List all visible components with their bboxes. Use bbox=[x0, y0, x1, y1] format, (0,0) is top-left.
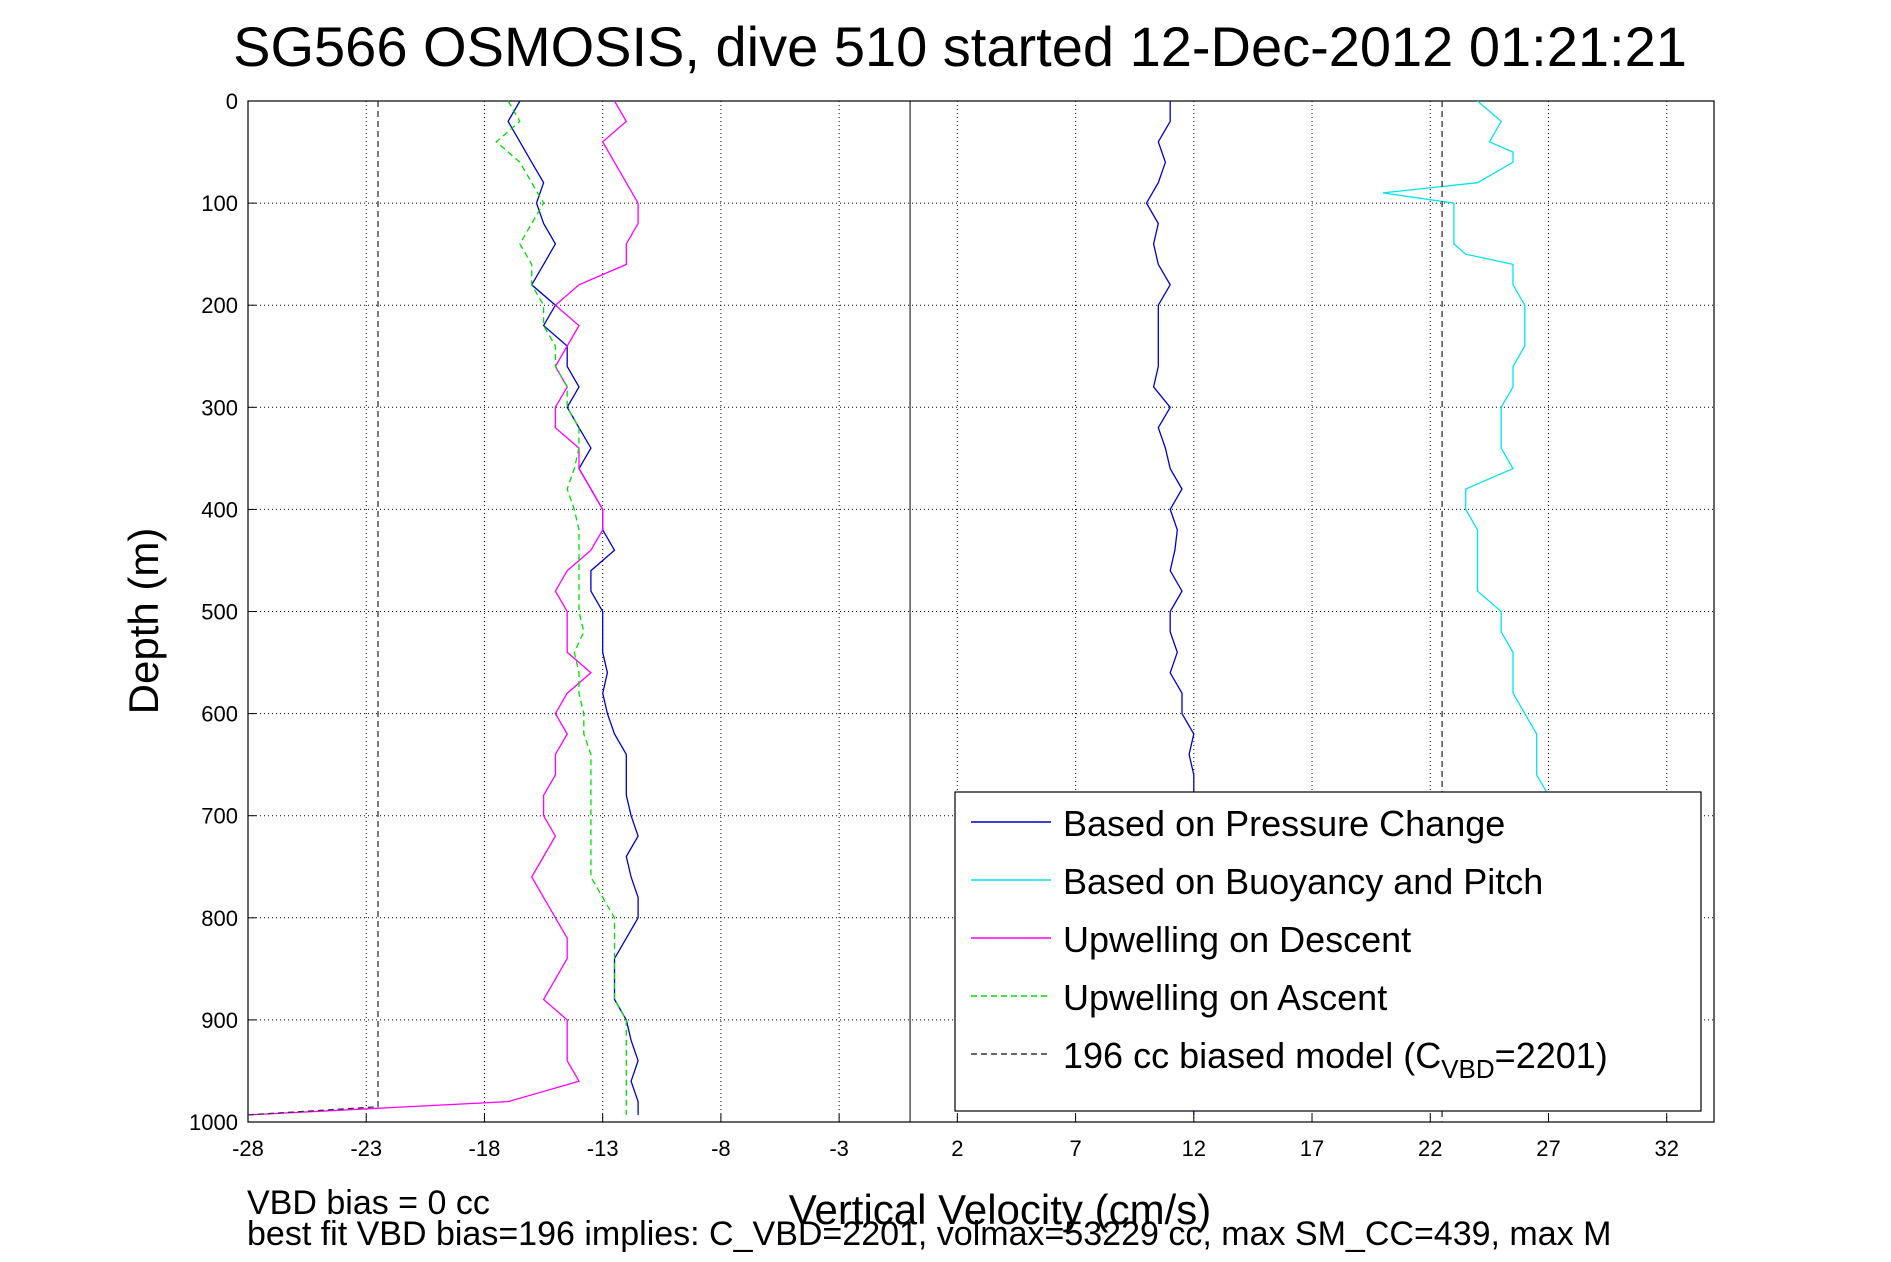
y-tick-label: 800 bbox=[201, 906, 238, 931]
legend-label: Upwelling on Descent bbox=[1063, 919, 1411, 960]
tick-labels: -28 -23 -18 -13 -8 -3 2 7 12 17 22 27 32010020030040… bbox=[189, 89, 1679, 1161]
series-line-4 bbox=[247, 101, 379, 1116]
y-tick-label: 200 bbox=[201, 293, 238, 318]
x-tick-label: -8 bbox=[711, 1136, 731, 1161]
legend-label-subscript: VBD bbox=[1441, 1054, 1494, 1084]
legend-label: Based on Pressure Change bbox=[1063, 803, 1505, 844]
y-tick-label: 0 bbox=[226, 89, 238, 114]
x-tick-label: 32 bbox=[1654, 1136, 1678, 1161]
legend: Based on Pressure Change Based on Buoyanc… bbox=[954, 791, 1702, 1112]
y-tick-label: 100 bbox=[201, 191, 238, 216]
legend-label-text: Upwelling on Descent bbox=[1063, 919, 1411, 960]
axes bbox=[247, 100, 1715, 1123]
x-tick-label: 7 bbox=[1069, 1136, 1081, 1161]
x-tick-label: -23 bbox=[350, 1136, 382, 1161]
x-tick-label: 2 bbox=[951, 1136, 963, 1161]
series-line-3 bbox=[495, 100, 627, 1115]
best-fit-annotation: best fit VBD bias=196 implies: C_VBD=220… bbox=[247, 1215, 1611, 1253]
y-tick-label: 400 bbox=[201, 497, 238, 522]
x-tick-label: 27 bbox=[1536, 1136, 1560, 1161]
y-tick-label: 1000 bbox=[189, 1110, 238, 1135]
x-tick-label: 12 bbox=[1182, 1136, 1206, 1161]
legend-label-text: Upwelling on Ascent bbox=[1063, 977, 1387, 1018]
legend-label-text: 196 cc biased model (C bbox=[1063, 1035, 1441, 1076]
y-tick-label: 600 bbox=[201, 702, 238, 727]
legend-label-suffix: =2201) bbox=[1495, 1035, 1608, 1076]
chart-title: SG566 OSMOSIS, dive 510 started 12-Dec-2… bbox=[233, 15, 1687, 78]
legend-box bbox=[954, 791, 1702, 1112]
y-axis-label: Depth (m) bbox=[120, 528, 167, 715]
legend-label-text: Based on Buoyancy and Pitch bbox=[1063, 861, 1543, 902]
x-tick-label: -18 bbox=[469, 1136, 501, 1161]
legend-label: Based on Buoyancy and Pitch bbox=[1063, 861, 1543, 902]
y-tick-label: 900 bbox=[201, 1008, 238, 1033]
y-tick-label: 300 bbox=[201, 395, 238, 420]
y-tick-label: 500 bbox=[201, 600, 238, 625]
series-lines bbox=[247, 100, 1550, 1122]
series-line-2 bbox=[247, 100, 639, 1116]
vbd-bias-annotation: VBD bias = 0 cc bbox=[247, 1184, 490, 1222]
legend-label: 196 cc biased model (CVBD=2201) bbox=[1063, 1035, 1608, 1084]
x-tick-label: -13 bbox=[587, 1136, 619, 1161]
series-line-1 bbox=[1382, 100, 1550, 796]
legend-label-text: Based on Pressure Change bbox=[1063, 803, 1505, 844]
x-axis-label: Vertical Velocity (cm/s) bbox=[789, 1186, 1211, 1233]
x-tick-label: 17 bbox=[1300, 1136, 1324, 1161]
x-tick-label: -3 bbox=[829, 1136, 849, 1161]
plot-frame bbox=[247, 100, 1715, 1123]
x-tick-label: -28 bbox=[232, 1136, 264, 1161]
x-tick-label: 22 bbox=[1418, 1136, 1442, 1161]
legend-label: Upwelling on Ascent bbox=[1063, 977, 1387, 1018]
y-tick-label: 700 bbox=[201, 804, 238, 829]
series-line-0 bbox=[507, 100, 639, 1115]
